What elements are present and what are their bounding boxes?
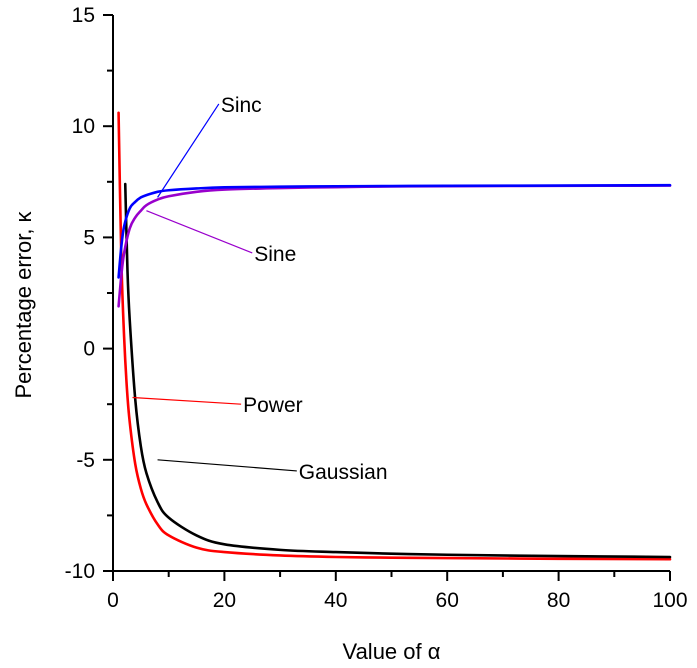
annotation-leader-power <box>132 396 242 405</box>
annotation-layer: Sinc Sine Power Gaussian <box>132 94 388 484</box>
series-label-gaussian: Gaussian <box>299 461 388 484</box>
y-axis-title: Percentage error, κ <box>11 210 36 398</box>
series-line-gaussian <box>123 182 672 559</box>
x-tick-label: 0 <box>107 589 119 612</box>
series-line-power <box>117 111 672 561</box>
annotation-leader-sinc <box>157 103 220 198</box>
y-tick-label: 5 <box>83 226 95 249</box>
x-axis-title: Value of α <box>343 639 441 664</box>
y-tick-label: 15 <box>72 4 95 27</box>
x-tick-label: 40 <box>324 589 347 612</box>
series-line-sine <box>117 184 672 308</box>
series-line-sinc <box>117 183 672 279</box>
annotation-leader-gaussian <box>157 459 297 472</box>
x-tick-label: 60 <box>436 589 459 612</box>
x-tick-label: 100 <box>652 589 687 612</box>
y-tick-label: 0 <box>83 338 95 361</box>
y-tick-label: -10 <box>65 560 95 583</box>
x-tick-label: 20 <box>213 589 236 612</box>
series-label-sine: Sine <box>254 243 296 266</box>
y-tick-label: 10 <box>72 115 95 138</box>
x-tick-label: 80 <box>547 589 570 612</box>
x-axis-ticks: 0 20 40 60 80 100 <box>107 571 688 612</box>
series-layer <box>117 111 672 561</box>
series-label-sinc: Sinc <box>221 94 262 117</box>
y-tick-label: -5 <box>76 449 95 472</box>
y-axis-ticks: -10 -5 0 5 10 15 <box>65 4 113 583</box>
annotation-leader-sine <box>146 210 253 254</box>
series-label-power: Power <box>243 394 303 417</box>
axes: 0 20 40 60 80 100 -10 -5 0 5 10 15 <box>65 4 688 612</box>
